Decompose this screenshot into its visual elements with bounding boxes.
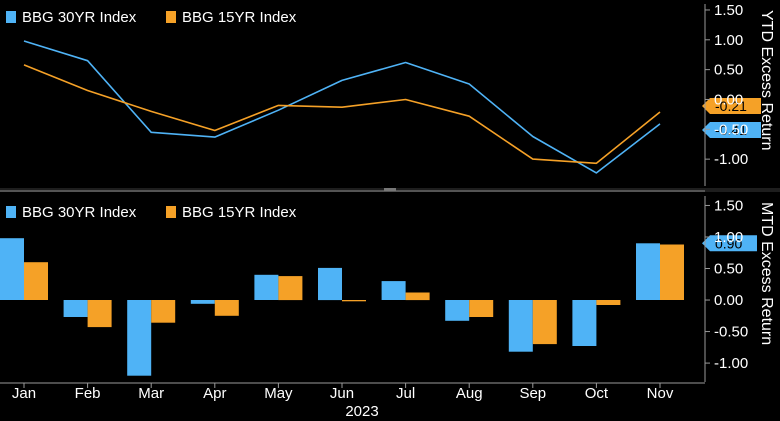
bar-30yr (318, 267, 342, 301)
y-tick-label: -1.00 (714, 151, 748, 168)
bar-15yr (151, 300, 176, 323)
mtd-legend: BBG 30YR Index BBG 15YR Index (6, 204, 297, 221)
last-value-tag: -0.21 (702, 98, 761, 115)
bar-15yr (278, 276, 303, 301)
panel-resize-handle[interactable] (384, 188, 396, 191)
last-value-tag-shape (702, 235, 757, 252)
mtd-axis-title: MTD Excess Return (758, 202, 775, 345)
mtd-panel: 0.90 1.50 1.00 0.50 0.00 -0.50 -1.00 BBG 30YR… (0, 196, 775, 382)
bar-30yr (381, 281, 406, 300)
bar-30yr (636, 243, 660, 300)
x-tick-label-oct: Oct (585, 385, 609, 402)
bar-30yr (572, 300, 597, 346)
y-tick-label: 0.50 (714, 261, 743, 278)
mtd-series: 0.90 (0, 235, 757, 376)
y-tick-label: 0.50 (714, 62, 743, 79)
legend-label-15yr: BBG 15YR Index (182, 204, 297, 221)
x-tick-label-feb: Feb (75, 385, 101, 402)
y-tick-label: 0.00 (714, 91, 743, 108)
bar-15yr (214, 300, 239, 316)
bar-15yr (532, 300, 557, 345)
bar-30yr (508, 300, 533, 352)
y-tick-label: 1.00 (714, 32, 743, 49)
bar-15yr (405, 292, 430, 301)
series-line-15yr (23, 64, 661, 165)
y-tick-label: -0.50 (714, 121, 748, 138)
y-tick-label: -1.00 (714, 355, 748, 372)
x-tick-label-jul: Jul (396, 385, 415, 402)
series-line-30yr (23, 40, 661, 174)
y-tick-label: -0.50 (714, 324, 748, 341)
x-tick-label-may: May (264, 385, 293, 402)
ytd-series: -0.21 -0.41 (23, 40, 761, 174)
last-value-tag-label: -0.21 (715, 98, 747, 114)
bar-30yr (190, 300, 215, 304)
x-tick-label-aug: Aug (456, 385, 483, 402)
x-axis-year-label: 2023 (345, 403, 378, 420)
legend-label-30yr: BBG 30YR Index (22, 9, 137, 26)
last-value-tag-label: -0.41 (715, 122, 747, 138)
legend-swatch-30yr (6, 11, 16, 23)
last-value-tag-shape (702, 98, 761, 115)
x-tick-label-mar: Mar (138, 385, 164, 402)
bar-30yr (445, 300, 470, 321)
x-tick-label-jan: Jan (12, 385, 36, 402)
y-tick-label: 1.00 (714, 229, 743, 246)
last-value-tag-shape (702, 121, 761, 138)
bar-30yr (127, 300, 152, 376)
last-value-tag: 0.90 (702, 235, 757, 252)
bar-15yr (596, 300, 621, 305)
y-tick-label: 0.00 (714, 292, 743, 309)
bar-30yr (0, 238, 24, 300)
x-tick-label-sep: Sep (519, 385, 546, 402)
bar-15yr (24, 262, 48, 300)
legend-label-30yr: BBG 30YR Index (22, 204, 137, 221)
bar-30yr (63, 300, 88, 317)
bar-15yr (660, 244, 684, 300)
legend-swatch-15yr (166, 11, 176, 23)
bar-30yr (254, 274, 279, 300)
legend-swatch-30yr (6, 206, 16, 218)
mtd-y-axis: 1.50 1.00 0.50 0.00 -0.50 -1.00 (704, 196, 748, 382)
y-tick-label: 1.50 (714, 197, 743, 214)
x-axis: Jan Feb Mar Apr May Jun Jul Aug Sep Oct Nov (0, 382, 705, 402)
bar-15yr (87, 300, 112, 328)
legend-swatch-15yr (166, 206, 176, 218)
bar-15yr (342, 300, 366, 302)
ytd-legend: BBG 30YR Index BBG 15YR Index (6, 9, 297, 26)
x-tick-label-nov: Nov (647, 385, 674, 402)
x-tick-label-jun: Jun (330, 385, 354, 402)
ytd-axis-title: YTD Excess Return (758, 10, 775, 150)
ytd-panel: -0.21 -0.41 1.50 1.00 0.50 0.00 -0.50 -1.00 BB… (6, 2, 775, 186)
last-value-tag-label: 0.90 (715, 235, 742, 251)
legend-label-15yr: BBG 15YR Index (182, 9, 297, 26)
bar-15yr (469, 300, 494, 317)
ytd-y-axis: 1.50 1.00 0.50 0.00 -0.50 -1.00 (704, 2, 748, 186)
x-tick-label-apr: Apr (203, 385, 226, 402)
last-value-tag: -0.41 (702, 122, 761, 138)
y-tick-label: 1.50 (714, 2, 743, 19)
